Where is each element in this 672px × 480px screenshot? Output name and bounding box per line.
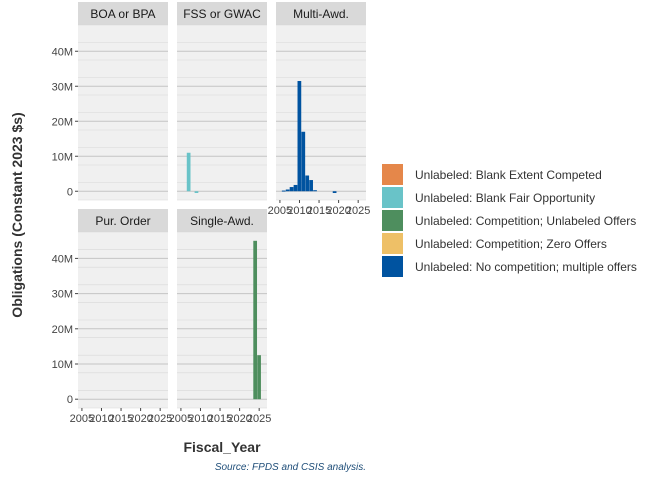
bar-2009 [194, 191, 199, 193]
x-tick-label: 2010 [89, 413, 113, 425]
y-tick-label: 20M [52, 116, 73, 128]
facet-title: Pur. Order [95, 214, 150, 228]
facet-title: BOA or BPA [90, 7, 155, 21]
legend-label: Unlabeled: Competition; Zero Offers [415, 237, 607, 251]
facet-strip [177, 209, 267, 232]
facet-strip [276, 2, 366, 25]
y-tick-label: 0 [67, 394, 73, 406]
x-axis-title: Fiscal_Year [183, 439, 261, 455]
bar-2007 [285, 189, 290, 192]
facet-boa-or-bpa: BOA or BPA 0 10M 20M 30M 40M [52, 2, 168, 201]
bar-2006 [281, 190, 286, 192]
facet-strip [78, 209, 168, 232]
x-tick-label: 2010 [287, 205, 311, 217]
bar-2007 [186, 152, 191, 192]
legend-swatch [382, 210, 403, 231]
facet-strip [78, 2, 168, 25]
y-tick-label: 10M [52, 151, 73, 163]
x-tick-label: 2015 [208, 413, 232, 425]
legend-item: Unlabeled: Blank Fair Opportunity [382, 187, 595, 208]
y-tick-label: 30M [52, 81, 73, 93]
facet-fss-or-gwac: FSS or GWAC [177, 2, 267, 201]
x-tick-label: 2020 [128, 413, 152, 425]
legend-item: Unlabeled: Blank Extent Competed [382, 164, 602, 185]
x-tick-label: 2015 [109, 413, 133, 425]
legend-label: Unlabeled: Blank Fair Opportunity [415, 191, 595, 205]
bar-2011 [301, 131, 306, 192]
x-tick-label: 2005 [268, 205, 292, 217]
y-tick-label: 40M [52, 253, 73, 265]
facet-title: Multi-Awd. [293, 7, 349, 21]
legend-swatch [382, 233, 403, 254]
legend-swatch [382, 164, 403, 185]
legend-item: Unlabeled: No competition; multiple offe… [382, 256, 637, 277]
legend-label: Unlabeled: Competition; Unlabeled Offers [415, 214, 636, 228]
y-axis-title: Obligations (Constant 2023 $s) [9, 112, 25, 317]
bar-2019 [332, 191, 337, 193]
y-tick-label: 20M [52, 324, 73, 336]
y-tick-label: 10M [52, 359, 73, 371]
facet-panels: BOA or BPA 0 10M 20M 30M 40M FSS or GWAC Multi-… [52, 2, 370, 425]
legend: Unlabeled: Blank Extent Competed Unlabele… [382, 164, 637, 277]
source-caption: Source: FPDS and CSIS analysis. [215, 462, 366, 473]
legend-swatch [382, 187, 403, 208]
x-tick-label: 2025 [148, 413, 172, 425]
facet-pur-order: Pur. Order 0 10M 20M 30M 40M 20052010201520202… [52, 209, 172, 425]
facet-title: Single-Awd. [190, 214, 254, 228]
x-tick-label: 2005 [70, 413, 94, 425]
x-tick-label: 2005 [169, 413, 193, 425]
bar-2024 [253, 240, 258, 400]
bar-2012 [305, 175, 310, 192]
legend-swatch [382, 256, 403, 277]
bar-2008 [289, 187, 294, 192]
x-tick-label: 2015 [307, 205, 331, 217]
x-tick-label: 2025 [247, 413, 271, 425]
bar-2025 [257, 355, 261, 400]
bar-2010 [297, 81, 302, 192]
bar-2009 [293, 184, 298, 192]
x-tick-label: 2020 [326, 205, 350, 217]
x-tick-label: 2025 [346, 205, 370, 217]
facet-strip [177, 2, 267, 25]
legend-label: Unlabeled: No competition; multiple offe… [415, 260, 637, 274]
y-tick-label: 30M [52, 289, 73, 301]
legend-item: Unlabeled: Competition; Zero Offers [382, 233, 607, 254]
x-tick-label: 2010 [188, 413, 212, 425]
facet-title: FSS or GWAC [183, 7, 261, 21]
y-tick-label: 40M [52, 46, 73, 58]
x-tick-label: 2020 [227, 413, 251, 425]
y-tick-label: 0 [67, 186, 73, 198]
bar-2014 [313, 190, 317, 192]
legend-label: Unlabeled: Blank Extent Competed [415, 168, 602, 182]
bar-2013 [309, 180, 313, 192]
legend-item: Unlabeled: Competition; Unlabeled Offers [382, 210, 636, 231]
